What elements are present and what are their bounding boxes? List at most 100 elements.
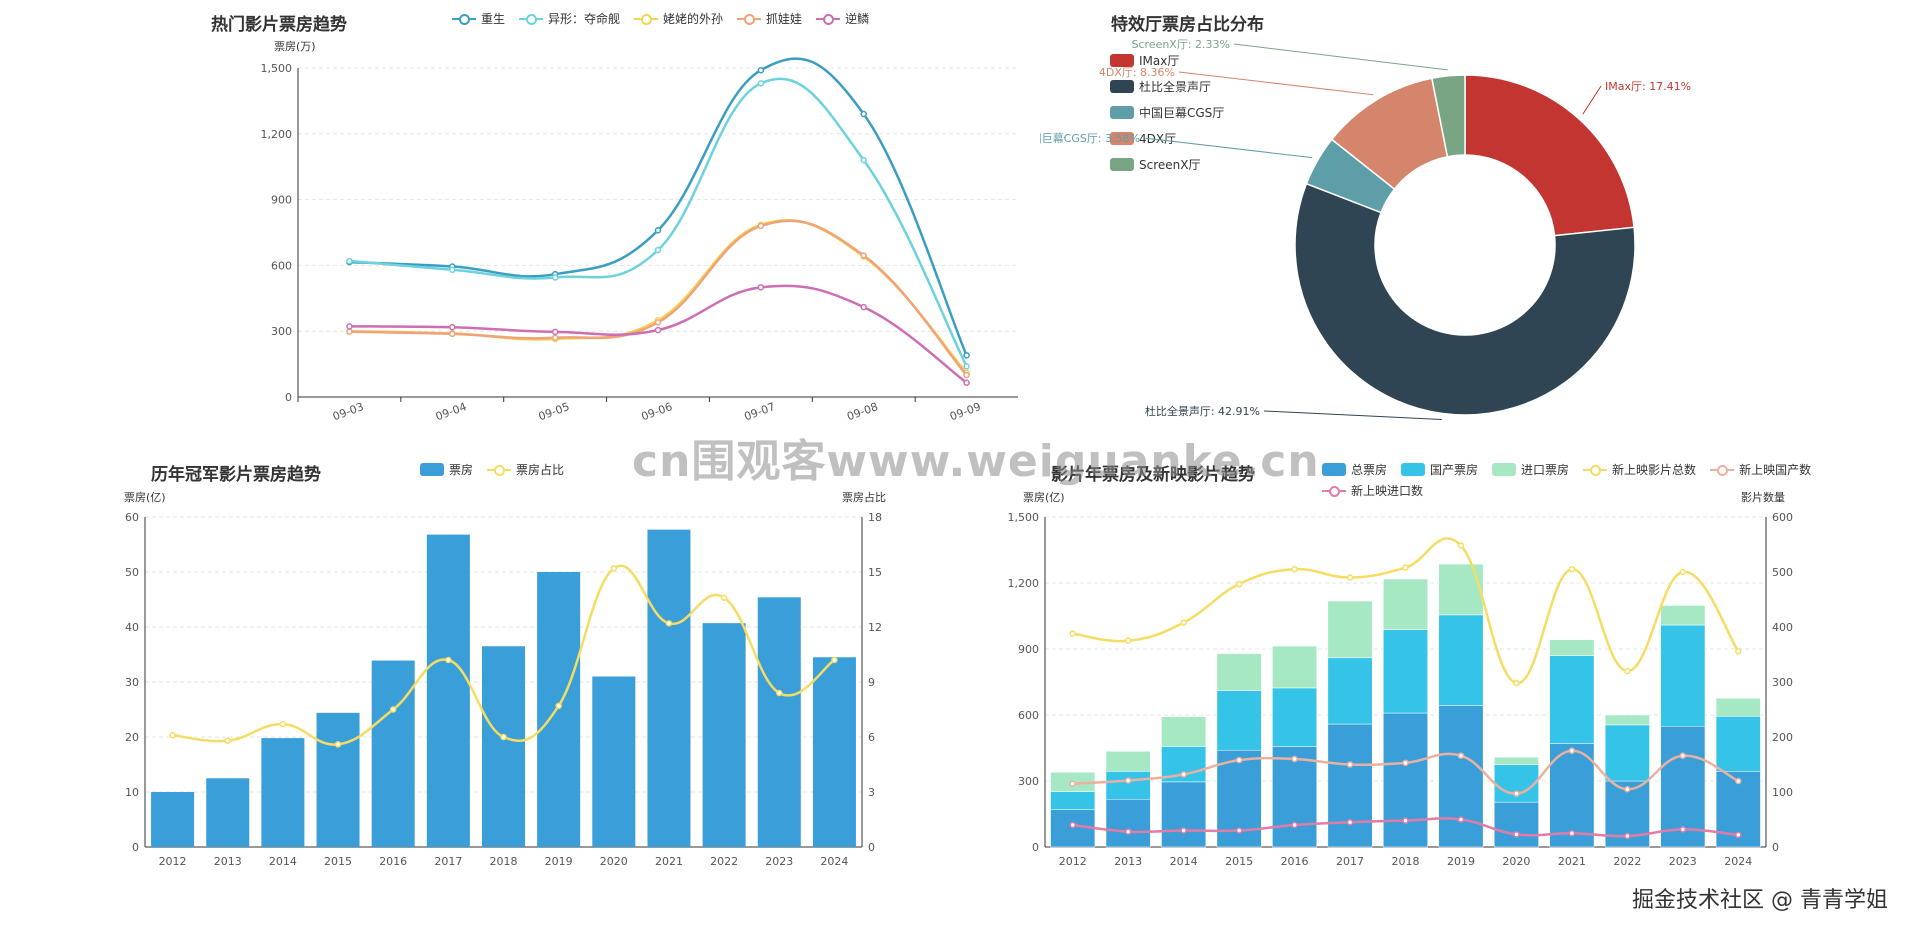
trend-legend-label: 姥姥的外孙 xyxy=(663,12,724,26)
champions-y2-tick-label: 12 xyxy=(868,621,882,634)
yearly-data-point xyxy=(1457,752,1465,759)
legend-swatch-rect xyxy=(1401,463,1426,476)
yearly-x-tick-label: 2016 xyxy=(1281,855,1309,868)
champions-y2-axis-name: 票房占比 xyxy=(842,491,886,504)
champions-y2-tick-label: 0 xyxy=(868,841,875,854)
yearly-data-point xyxy=(1069,821,1076,829)
halls-slice xyxy=(1430,74,1466,158)
trend-data-point xyxy=(757,222,765,230)
champions-share-point xyxy=(169,731,176,739)
yearly-x-tick-label: 2021 xyxy=(1558,855,1586,868)
trend-legend-item[interactable]: 重生 xyxy=(452,10,505,27)
trend-legend-item[interactable]: 抓娃娃 xyxy=(737,10,802,27)
trend-series-line xyxy=(349,219,968,376)
yearly-data-point xyxy=(1624,832,1631,840)
watermark-text: cn围观客www.weiguanke.cn xyxy=(632,436,1320,487)
champions-bar xyxy=(812,657,856,847)
yearly-bar-segment xyxy=(1493,756,1539,765)
yearly-y2-axis-name: 影片数量 xyxy=(1741,491,1785,504)
trend-x-tick-label: 09-07 xyxy=(742,400,776,423)
champions-x-tick-label: 2016 xyxy=(379,855,407,868)
champions-x-tick-label: 2013 xyxy=(214,855,242,868)
yearly-bar-segment xyxy=(1715,716,1761,772)
trend-y-tick-label: 1,200 xyxy=(261,128,293,141)
halls-legend-item[interactable]: ScreenX厅 xyxy=(1110,156,1224,173)
yearly-chart-title: 影片年票房及新映影片趋势 xyxy=(1051,465,1255,485)
halls-legend-label: 4DX厅 xyxy=(1139,132,1177,146)
champions-share-point xyxy=(389,706,397,713)
halls-legend-item[interactable]: 中国巨幕CGS厅 xyxy=(1110,104,1224,121)
champions-share-point xyxy=(776,689,783,697)
yearly-y2-tick-label: 400 xyxy=(1772,621,1793,634)
champions-share-point xyxy=(500,733,507,741)
yearly-y2-tick-label: 100 xyxy=(1772,786,1793,799)
legend-swatch-line xyxy=(634,13,659,25)
champions-share-point xyxy=(665,620,673,627)
halls-legend-label: ScreenX厅 xyxy=(1139,158,1201,172)
trend-legend-item[interactable]: 异形：夺命舰 xyxy=(519,10,620,27)
trend-chart: 0 300 600 900 1,200 1,500 09-03 09-04 09-05 09-06… xyxy=(261,57,1018,423)
halls-slice-label: 4DX厅: 8.36% xyxy=(1099,66,1175,79)
yearly-legend-item[interactable]: 进口票房 xyxy=(1492,461,1569,478)
legend-swatch-line xyxy=(1322,485,1346,497)
champions-chart-legend[interactable]: 票房 票房占比 xyxy=(420,461,564,478)
trend-y-tick-label: 900 xyxy=(271,194,292,207)
trend-x-tick-label: 09-05 xyxy=(537,400,571,423)
yearly-legend-item[interactable]: 总票房 xyxy=(1322,461,1387,478)
champions-bar xyxy=(371,660,415,847)
yearly-legend-item[interactable]: 新上映进口数 xyxy=(1322,482,1423,499)
yearly-legend-item[interactable]: 新上映影片总数 xyxy=(1583,461,1696,478)
halls-slice-label: ScreenX厅: 2.33% xyxy=(1131,38,1230,51)
champions-legend-item[interactable]: 票房占比 xyxy=(487,461,564,478)
champions-bar xyxy=(151,792,195,847)
yearly-chart: 0 300 600 900 1,200 1,500 0 100 200 300 400 500 600 2… xyxy=(1008,511,1794,868)
champions-legend-item[interactable]: 票房 xyxy=(420,461,473,478)
trend-legend-label: 异形：夺命舰 xyxy=(548,12,621,26)
halls-label-line xyxy=(1233,43,1448,71)
halls-legend-item[interactable]: IMax厅 xyxy=(1110,52,1224,69)
champions-y-axis-name: 票房(亿) xyxy=(124,491,166,504)
halls-slice-label: 杜比全景声厅: 42.91% xyxy=(1145,404,1260,418)
trend-data-point xyxy=(346,328,353,335)
yearly-chart-legend[interactable]: 总票房 国产票房 进口票房 新上映影片总数 新上映国产数新上映进口数 xyxy=(1322,461,1822,499)
yearly-data-point xyxy=(1124,828,1132,835)
halls-legend-item[interactable]: 4DX厅 xyxy=(1110,130,1224,147)
yearly-data-point xyxy=(1679,752,1687,759)
champions-y-tick-label: 60 xyxy=(125,511,139,524)
yearly-bar-segment xyxy=(1161,781,1207,848)
yearly-legend-item[interactable]: 国产票房 xyxy=(1401,461,1478,478)
legend-swatch-rect xyxy=(1110,158,1134,171)
trend-legend-item[interactable]: 逆鳞 xyxy=(816,10,869,27)
champions-y-tick-label: 30 xyxy=(125,676,139,689)
yearly-bar-segment xyxy=(1604,714,1650,726)
trend-x-tick-label: 09-03 xyxy=(331,400,365,423)
yearly-bar-segment xyxy=(1604,724,1650,782)
champions-bar xyxy=(592,676,636,847)
yearly-bar-segment xyxy=(1493,801,1539,848)
champions-y2-tick-label: 6 xyxy=(868,731,875,744)
trend-chart-legend[interactable]: 重生 异形：夺命舰 姥姥的外孙 抓娃娃 逆鳞 xyxy=(452,10,869,27)
yearly-data-point xyxy=(1624,786,1631,793)
yearly-bar-segment xyxy=(1327,600,1373,659)
yearly-legend-item[interactable]: 新上映国产数 xyxy=(1710,461,1811,478)
yearly-bar-segment xyxy=(1272,746,1318,848)
yearly-bar-segment xyxy=(1050,791,1096,810)
legend-swatch-rect xyxy=(1110,80,1134,93)
legend-swatch-line xyxy=(452,13,476,25)
trend-data-point xyxy=(860,156,867,164)
champions-chart: 0 10 20 30 40 50 60 0 3 6 9 12 15 18 2012 2013 2014 2015 2… xyxy=(125,511,882,868)
yearly-data-point xyxy=(1180,771,1187,778)
halls-slice-label: IMax厅: 17.41% xyxy=(1605,80,1691,93)
yearly-data-point xyxy=(1568,566,1576,573)
halls-legend-item[interactable]: 杜比全景声厅 xyxy=(1110,78,1224,95)
halls-chart-legend[interactable]: IMax厅杜比全景声厅 中国巨幕CGS厅 4DX厅 ScreenX厅 xyxy=(1110,52,1224,182)
champions-y-tick-label: 50 xyxy=(125,566,139,579)
yearly-y2-tick-label: 200 xyxy=(1772,731,1793,744)
yearly-legend-label: 国产票房 xyxy=(1430,463,1479,477)
trend-x-tick-label: 09-09 xyxy=(948,400,982,423)
champions-x-tick-label: 2015 xyxy=(324,855,352,868)
champions-share-point xyxy=(610,565,618,572)
trend-legend-item[interactable]: 姥姥的外孙 xyxy=(634,10,723,27)
champions-bar xyxy=(757,597,801,847)
yearly-data-point xyxy=(1513,831,1520,838)
